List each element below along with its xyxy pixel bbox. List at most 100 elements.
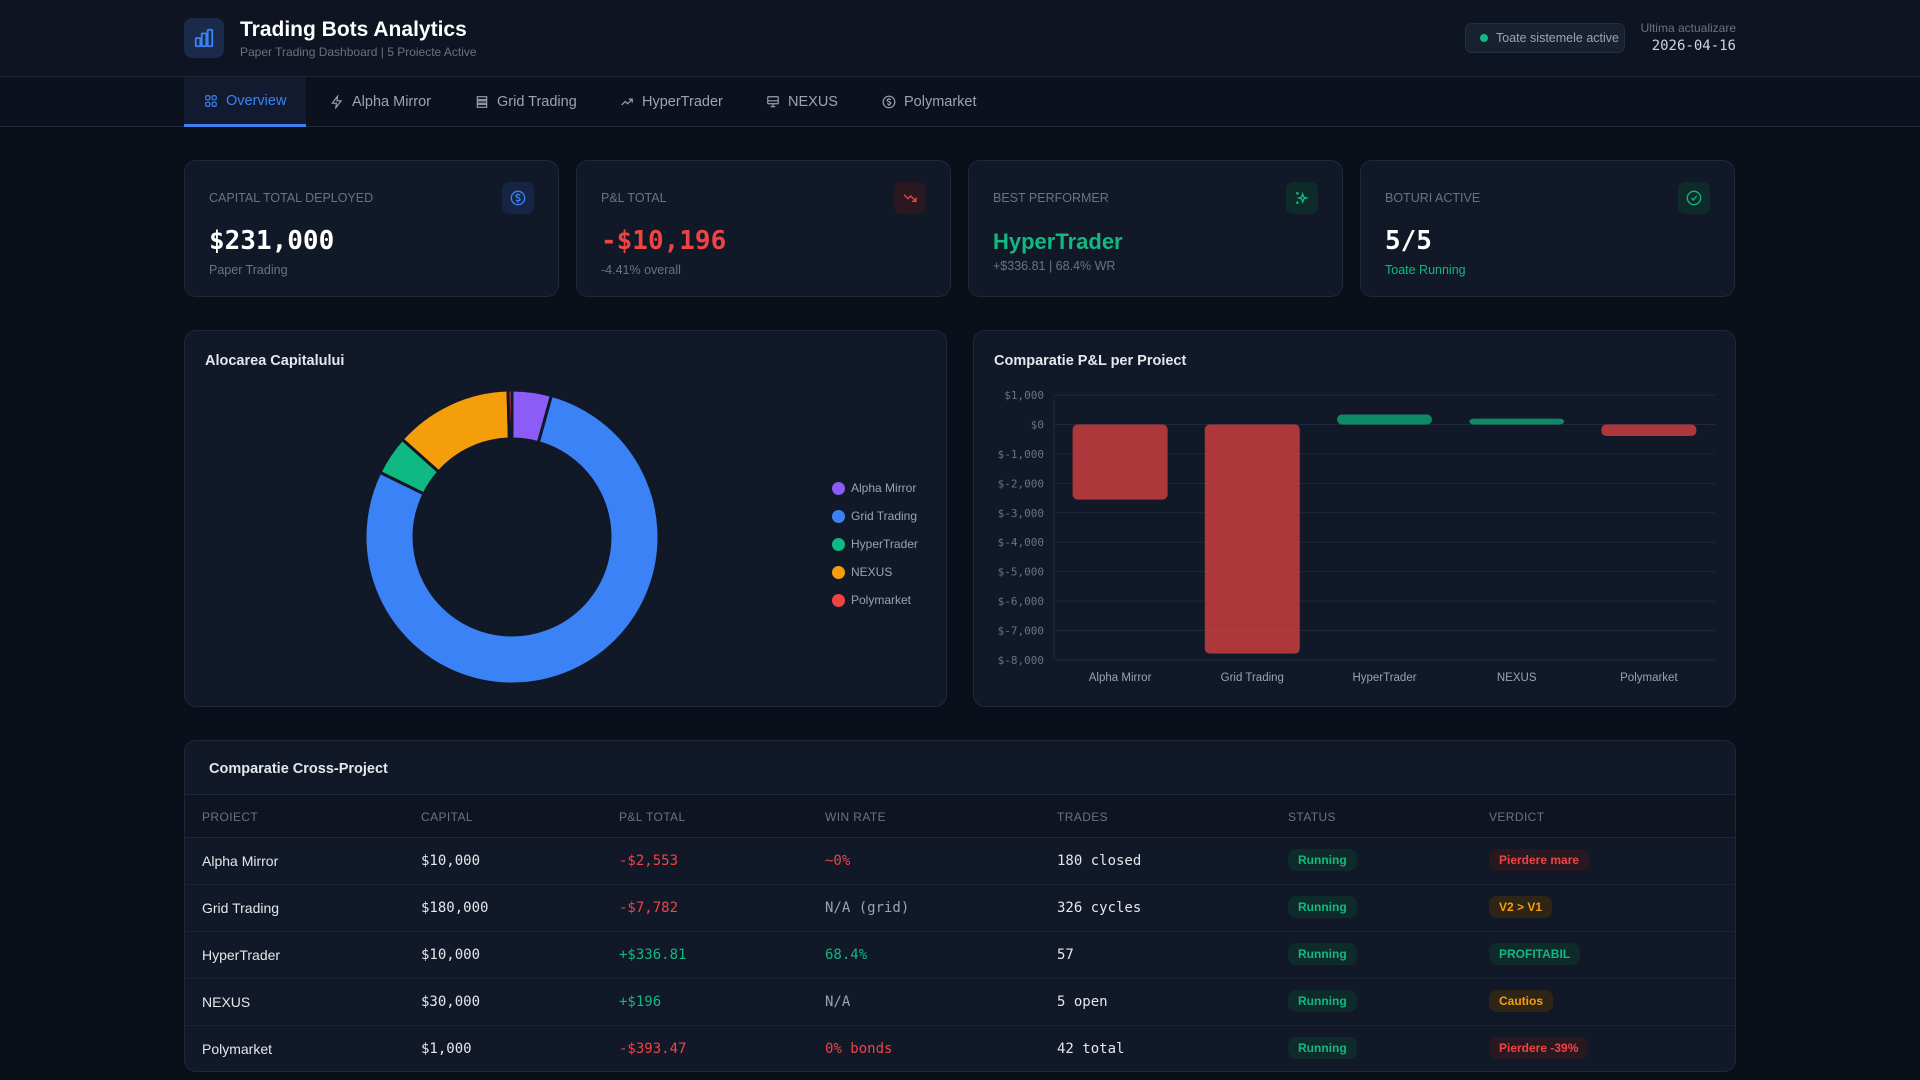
legend-swatch <box>832 565 845 579</box>
legend-item[interactable]: Polymarket <box>832 593 911 607</box>
kpi-value: -$10,196 <box>601 226 727 256</box>
legend-label: Grid Trading <box>851 509 918 523</box>
cell-pnl: -$393.47 <box>619 1041 687 1057</box>
verdict-badge: Pierdere mare <box>1489 849 1590 871</box>
column-header: Proiect <box>202 810 259 824</box>
y-tick-label: $-5,000 <box>998 566 1044 579</box>
y-tick-label: $-4,000 <box>998 536 1044 549</box>
status-dot-icon <box>1480 34 1488 42</box>
kpi-card-pnl: P&L Total -$10,196 -4.41% overall <box>576 160 951 297</box>
legend-label: Alpha Mirror <box>851 481 917 495</box>
kpi-value: 5/5 <box>1385 226 1432 256</box>
legend-swatch <box>832 593 845 607</box>
status-badge: Running <box>1288 849 1357 871</box>
cell-win-rate: N/A <box>825 994 851 1010</box>
bar-hypertrader[interactable] <box>1337 414 1432 425</box>
kpi-label: Capital Total Deployed <box>209 191 374 205</box>
grid-icon <box>205 94 217 107</box>
legend-swatch <box>832 537 845 551</box>
donut-slice-polymarket[interactable] <box>506 388 514 441</box>
y-tick-label: $-3,000 <box>998 507 1044 520</box>
cell-project: HyperTrader <box>202 947 281 963</box>
cell-trades: 180 closed <box>1057 853 1142 869</box>
cell-capital: $1,000 <box>421 1041 472 1057</box>
table-row[interactable]: HyperTrader $10,000 +$336.81 68.4% 57 Ru… <box>185 932 1735 979</box>
cell-trades: 42 total <box>1057 1041 1125 1057</box>
verdict-badge: V2 > V1 <box>1489 896 1553 918</box>
cell-pnl: -$2,553 <box>619 853 679 869</box>
check-circle-icon <box>1678 182 1710 214</box>
chart-title: Alocarea Capitalului <box>205 353 345 369</box>
legend-item[interactable]: Grid Trading <box>832 509 917 523</box>
tab-label: Grid Trading <box>497 94 577 110</box>
kpi-sub: -4.41% overall <box>601 263 681 277</box>
column-header: Trades <box>1057 810 1109 824</box>
table-row[interactable]: NEXUS $30,000 +$196 N/A 5 open Running C… <box>185 979 1735 1026</box>
app-title: Trading Bots Analytics <box>240 18 467 41</box>
tab-grid-trading[interactable]: Grid Trading <box>455 77 597 127</box>
x-tick-label: Grid Trading <box>1221 672 1284 684</box>
app-header: Trading Bots Analytics Paper Trading Das… <box>0 0 1920 77</box>
bar-polymarket[interactable] <box>1601 424 1697 437</box>
kpi-value: HyperTrader <box>993 229 1123 254</box>
last-update-value: 2026-04-16 <box>1651 38 1736 54</box>
legend-label: NEXUS <box>851 565 893 579</box>
tab-label: NEXUS <box>788 94 838 110</box>
table-row[interactable]: Grid Trading $180,000 -$7,782 N/A (grid)… <box>185 885 1735 932</box>
kpi-label: P&L Total <box>601 191 667 205</box>
y-tick-label: $-7,000 <box>998 625 1044 638</box>
table-row[interactable]: Alpha Mirror $10,000 -$2,553 ~0% 180 clo… <box>185 838 1735 885</box>
cell-project: Polymarket <box>202 1041 273 1057</box>
table-row[interactable]: Polymarket $1,000 -$393.47 0% bonds 42 t… <box>185 1026 1735 1071</box>
kpi-sub: Paper Trading <box>209 263 288 277</box>
cell-capital: $10,000 <box>421 853 481 869</box>
x-tick-label: HyperTrader <box>1352 672 1416 684</box>
kpi-card-capital: Capital Total Deployed $231,000 Paper Tr… <box>184 160 559 297</box>
bar-alpha-mirror[interactable] <box>1072 424 1168 500</box>
tab-label: Polymarket <box>904 94 977 110</box>
cell-pnl: +$336.81 <box>619 947 687 963</box>
cross-project-table: Comparatie Cross-Project Proiect Capital P… <box>184 740 1736 1072</box>
kpi-label: Boturi Active <box>1385 191 1481 205</box>
cell-win-rate: N/A (grid) <box>825 900 910 916</box>
tab-nexus[interactable]: NEXUS <box>746 77 858 127</box>
verdict-badge: Pierdere -39% <box>1489 1037 1589 1059</box>
column-header: Status <box>1288 810 1336 824</box>
kpi-sub: +$336.81 | 68.4% WR <box>993 259 1116 273</box>
x-tick-label: NEXUS <box>1497 672 1537 684</box>
status-text: Toate sistemele active <box>1496 31 1619 45</box>
kpi-label: Best Performer <box>993 191 1109 205</box>
cell-capital: $180,000 <box>421 900 489 916</box>
dollar-circle-icon <box>882 95 896 109</box>
y-tick-label: $-1,000 <box>998 448 1044 461</box>
bar-chart: $1,000 $0 $-1,000 $-2,000 $-3,000 $-4,000 $-5,… <box>998 389 1715 684</box>
bar-nexus[interactable] <box>1469 418 1565 425</box>
legend-item[interactable]: HyperTrader <box>832 537 918 551</box>
lightning-icon <box>331 95 343 109</box>
y-tick-label: $-2,000 <box>998 477 1044 490</box>
tab-overview[interactable]: Overview <box>184 77 307 127</box>
column-header: Verdict <box>1489 810 1545 824</box>
y-tick-label: $1,000 <box>1004 389 1044 402</box>
bar-grid-trading[interactable] <box>1204 424 1300 654</box>
cell-pnl: +$196 <box>619 994 662 1010</box>
cell-capital: $30,000 <box>421 994 481 1010</box>
system-status-badge: Toate sistemele active <box>1465 23 1625 53</box>
cell-win-rate: 68.4% <box>825 947 868 963</box>
tab-label: Alpha Mirror <box>352 94 431 110</box>
verdict-badge: PROFITABIL <box>1489 943 1581 965</box>
donut-slice-grid-trading[interactable] <box>363 393 661 686</box>
tab-polymarket[interactable]: Polymarket <box>862 77 997 127</box>
cell-trades: 57 <box>1057 947 1074 963</box>
status-badge: Running <box>1288 943 1357 965</box>
tab-hypertrader[interactable]: HyperTrader <box>600 77 743 127</box>
y-tick-label: $-6,000 <box>998 595 1044 608</box>
y-tick-label: $0 <box>1031 418 1044 431</box>
column-header: P&L Total <box>619 810 686 824</box>
legend-item[interactable]: NEXUS <box>832 565 892 579</box>
legend-item[interactable]: Alpha Mirror <box>832 481 916 495</box>
y-tick-label: $-8,000 <box>998 654 1044 667</box>
cell-trades: 5 open <box>1057 994 1108 1010</box>
column-header: Win Rate <box>825 810 886 824</box>
tab-alpha-mirror[interactable]: Alpha Mirror <box>310 77 451 127</box>
